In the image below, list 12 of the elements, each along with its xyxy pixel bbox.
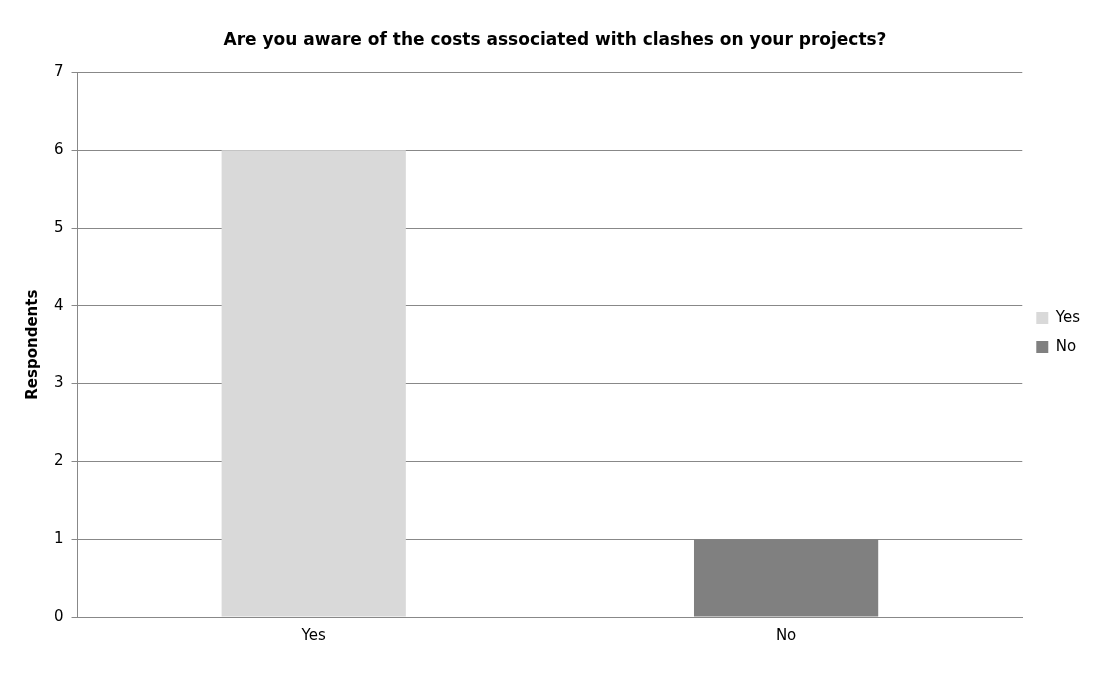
y-tick-label: 7 — [54, 62, 64, 81]
legend-label: No — [1055, 336, 1077, 355]
y-tick-label: 3 — [54, 373, 64, 392]
y-tick-label: 2 — [54, 451, 64, 470]
y-tick-label: 6 — [54, 140, 64, 159]
y-axis-title: Respondents — [22, 289, 41, 400]
y-tick-label: 4 — [54, 295, 64, 314]
chart-title: Are you aware of the costs associated with clashes on your projects? — [223, 28, 887, 49]
y-tick-label: 0 — [54, 606, 64, 625]
y-tick-label: 1 — [54, 529, 64, 548]
y-tick-label: 5 — [54, 217, 64, 236]
legend-label: Yes — [1054, 307, 1081, 326]
